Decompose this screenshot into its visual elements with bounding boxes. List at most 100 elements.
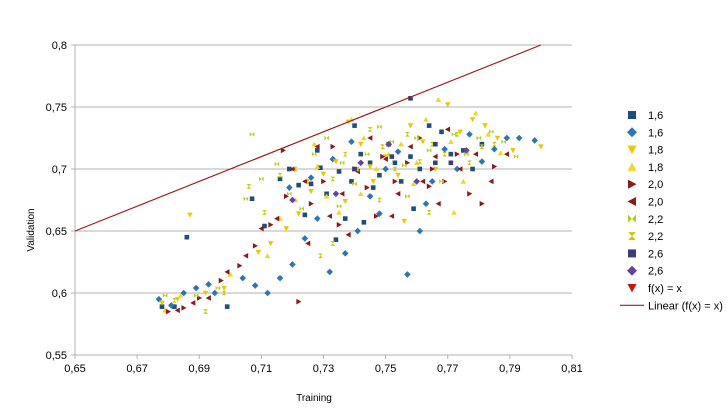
data-point (422, 200, 430, 208)
data-point (280, 147, 286, 154)
data-point (457, 166, 463, 172)
data-point (314, 143, 320, 150)
data-point (311, 141, 317, 147)
data-point (492, 163, 498, 170)
data-point (411, 206, 416, 211)
data-point (218, 277, 224, 284)
data-point (330, 176, 336, 182)
data-point (401, 218, 408, 224)
data-point (392, 166, 398, 172)
data-point (405, 193, 410, 199)
data-point (361, 220, 367, 225)
legend-label: Linear (f(x) = x) (648, 300, 723, 312)
data-point (336, 209, 342, 215)
legend-label: 1,6 (648, 127, 663, 139)
data-point (385, 140, 393, 148)
data-point (192, 284, 200, 292)
x-tick-label: 0,69 (189, 363, 210, 375)
data-point (287, 166, 292, 172)
data-point (283, 193, 290, 200)
data-point (342, 198, 349, 205)
data-point (336, 169, 342, 174)
data-point (463, 147, 470, 154)
data-point (358, 151, 364, 157)
data-point (336, 222, 342, 228)
data-point (413, 160, 420, 166)
y-tick-label: 0,55 (46, 350, 67, 362)
legend-item: 2,0 (628, 179, 663, 191)
legend-label: 1,6 (648, 110, 663, 122)
data-point (205, 295, 211, 301)
y-tick-label: 0,7 (52, 164, 67, 176)
data-point (159, 300, 165, 306)
data-point (417, 166, 423, 172)
data-point (367, 160, 373, 166)
data-point (203, 309, 208, 314)
x-tick-label: 0,81 (561, 363, 582, 375)
legend-marker (627, 162, 637, 171)
legend-label: 2,0 (648, 197, 663, 209)
legend-label: 1,8 (648, 162, 663, 174)
y-tick-label: 0,75 (46, 102, 67, 114)
axes (71, 44, 573, 359)
data-point (167, 302, 175, 309)
data-point (414, 135, 419, 141)
data-point (224, 304, 230, 309)
data-point (426, 148, 432, 153)
data-point (202, 290, 209, 296)
data-point (190, 300, 196, 306)
data-point (501, 139, 506, 145)
data-point (211, 289, 219, 297)
legend-label: 1,8 (648, 145, 663, 157)
data-point (354, 227, 361, 235)
data-point (221, 285, 227, 291)
data-point (324, 135, 329, 141)
data-point (441, 145, 448, 153)
data-point (361, 135, 367, 141)
legend-item: 2,6 (627, 265, 663, 278)
data-point (464, 151, 469, 157)
data-point (318, 165, 323, 171)
data-point (308, 181, 314, 187)
data-point (277, 176, 283, 182)
data-point (205, 281, 212, 288)
data-point (348, 138, 355, 146)
data-point (408, 154, 413, 159)
data-point (302, 178, 308, 185)
data-point (283, 226, 290, 232)
data-point (320, 171, 327, 177)
data-point (243, 196, 249, 202)
legend-item: 1,6 (628, 110, 663, 122)
data-point (313, 215, 321, 222)
data-point (479, 200, 485, 207)
data-point (398, 179, 404, 184)
data-point (289, 196, 296, 204)
x-tick-label: 0,73 (313, 363, 334, 375)
legend-label: 2,6 (648, 248, 663, 260)
data-point (355, 166, 360, 172)
data-point (308, 189, 314, 195)
data-point (357, 141, 364, 147)
data-point (255, 249, 262, 255)
data-point (410, 181, 417, 187)
data-point (420, 178, 426, 185)
data-point (401, 162, 407, 168)
data-point (413, 178, 420, 185)
data-point (472, 151, 479, 157)
data-point (264, 253, 271, 259)
legend-marker (627, 127, 637, 138)
y-tick-label: 0,8 (52, 40, 67, 52)
data-point (367, 164, 373, 170)
legend-marker (627, 265, 637, 276)
data-point (268, 222, 274, 228)
data-point (339, 191, 345, 197)
data-point (302, 212, 308, 218)
data-point (357, 159, 365, 167)
legend-label: 2,2 (648, 231, 663, 243)
data-point (503, 151, 510, 157)
data-point (467, 160, 472, 166)
data-point (485, 131, 491, 137)
x-tick-label: 0,65 (64, 363, 85, 375)
data-point (451, 131, 457, 137)
x-tick-label: 0,77 (437, 363, 458, 375)
